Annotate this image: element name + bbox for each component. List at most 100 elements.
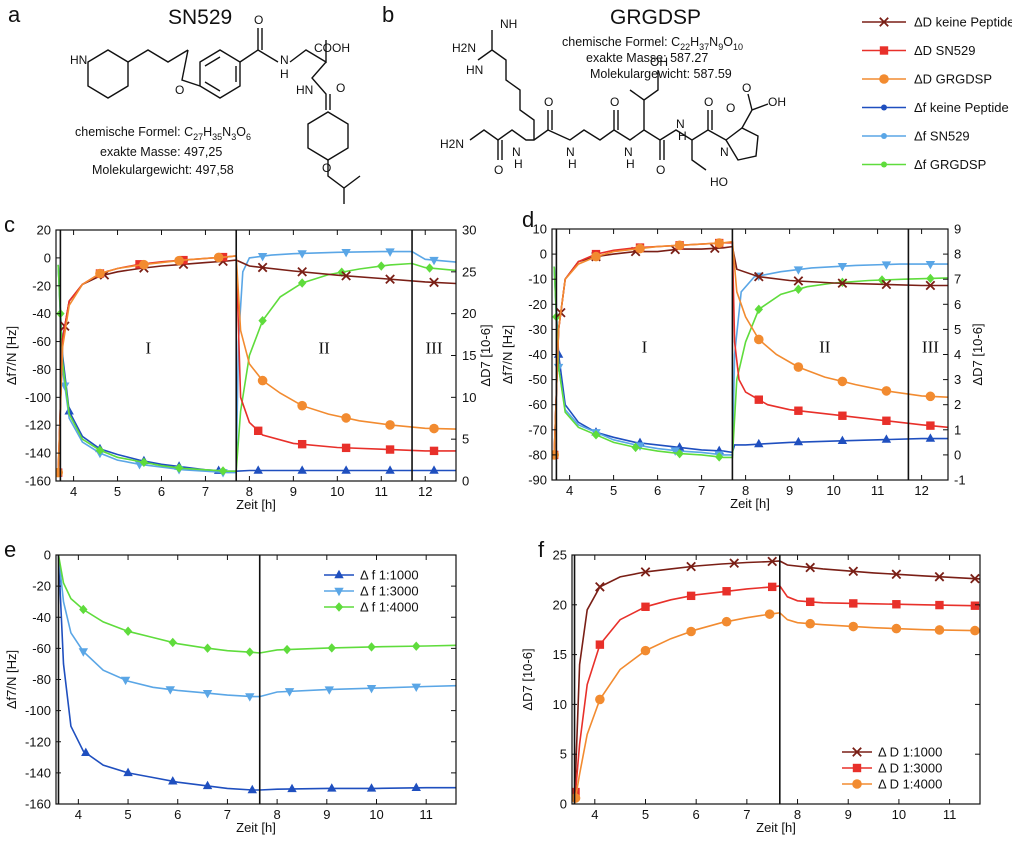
- series-Δ-D-1:4000: [572, 609, 980, 804]
- data-point: [385, 420, 395, 430]
- data-point: [595, 640, 605, 649]
- x-tick-label: 5: [124, 807, 131, 822]
- legend-marker: [852, 763, 862, 773]
- legend-marker: [879, 74, 889, 84]
- x-tick-label: 12: [418, 484, 432, 499]
- y2-tick-label: 3: [954, 372, 961, 387]
- y-tick-label: 15: [553, 647, 567, 662]
- data-point: [297, 278, 307, 288]
- x-tick-label: 9: [845, 807, 852, 822]
- svg-text:O: O: [336, 81, 345, 95]
- data-point: [793, 276, 804, 286]
- x-tick-label: 11: [871, 483, 885, 498]
- legend-marker: [879, 46, 889, 55]
- sn529-structure: [87, 28, 361, 204]
- x-tick-label: 7: [743, 807, 750, 822]
- y-tick-label: -60: [528, 397, 547, 412]
- grgdsp-mol-weight: Molekulargewicht: 587.59: [590, 67, 732, 81]
- compound-name-grgdsp: GRGDSP: [610, 6, 701, 29]
- data-point: [385, 445, 395, 454]
- legend-marker: [879, 17, 889, 27]
- y-tick-label: 5: [560, 747, 567, 762]
- y-tick-label: -60: [32, 334, 51, 349]
- series-line: [573, 585, 980, 804]
- data-point: [640, 645, 651, 656]
- svg-text:H: H: [514, 157, 523, 171]
- y2-tick-label: 10: [462, 390, 476, 405]
- data-point: [367, 642, 376, 652]
- series-line: [553, 266, 948, 459]
- data-point: [635, 243, 645, 254]
- y-tick-label: -20: [528, 297, 547, 312]
- y-tick-label: -120: [25, 734, 51, 749]
- data-point: [838, 411, 847, 420]
- data-point: [123, 767, 133, 777]
- y2-tick-label: 25: [462, 264, 476, 279]
- data-point: [297, 465, 307, 474]
- data-point: [926, 273, 935, 284]
- data-point: [881, 261, 892, 270]
- region-label: I: [642, 338, 648, 357]
- data-point: [935, 600, 944, 610]
- x-tick-label: 11: [419, 807, 433, 822]
- data-point: [686, 626, 696, 637]
- data-point: [174, 255, 184, 266]
- region-label: II: [318, 339, 330, 358]
- x-tick-label: 5: [642, 807, 649, 822]
- y2-tick-label: 0: [954, 447, 961, 462]
- series-line: [573, 560, 980, 804]
- series-line: [57, 255, 456, 473]
- data-point: [891, 569, 902, 580]
- data-point: [925, 280, 936, 291]
- legend-label: Δf SN529: [914, 129, 970, 144]
- data-point: [806, 597, 815, 607]
- series-line: [573, 611, 980, 804]
- x-tick-label: 4: [591, 807, 598, 822]
- y-tick-label: -120: [25, 418, 51, 433]
- chart-panel-f: f 4 5 6 7 8 9 10 11 0 5 10 15 20 25 Zeit [h] ΔD7 [10-6] Δ…: [520, 537, 981, 835]
- series-line: [57, 555, 456, 791]
- legend-marker: [852, 747, 862, 757]
- svg-text:H: H: [568, 157, 577, 171]
- data-point: [794, 406, 803, 415]
- series-ΔD-SN529: [56, 252, 456, 477]
- x-tick-label: 8: [274, 807, 281, 822]
- series-line: [57, 250, 456, 474]
- series-Δ-D-1:3000: [572, 582, 980, 804]
- data-point: [60, 382, 70, 391]
- y-tick-label: -80: [528, 447, 547, 462]
- data-point: [753, 271, 764, 282]
- data-point: [253, 426, 263, 435]
- ethyl-chain: [127, 49, 189, 63]
- data-point: [631, 442, 640, 453]
- x-tick-label: 12: [914, 483, 928, 498]
- y2-tick-label: 6: [954, 297, 961, 312]
- series-Δ-f-1:1000: [57, 555, 456, 794]
- y2-tick-label: 0: [462, 474, 469, 489]
- y-tick-label: 10: [553, 697, 567, 712]
- grgdsp-formula: chemische Formel: C22H37N9O10: [562, 35, 743, 52]
- y-tick-label: -40: [32, 610, 51, 625]
- y-axis-label: Δf7/N [Hz]: [500, 325, 515, 384]
- series-Δf-SN529: [57, 248, 456, 478]
- data-point: [258, 315, 267, 326]
- data-point: [341, 413, 351, 423]
- svg-text:O: O: [254, 13, 263, 27]
- data-point: [341, 248, 351, 258]
- panel-letter-f: f: [538, 537, 545, 562]
- data-point: [721, 616, 732, 627]
- data-point: [377, 261, 386, 271]
- data-point: [805, 562, 816, 573]
- x-tick-label: 6: [654, 483, 661, 498]
- data-point: [925, 391, 936, 402]
- data-point: [366, 783, 377, 792]
- data-point: [881, 279, 892, 290]
- legend-item: Δ f 1:4000: [324, 600, 419, 615]
- y2-tick-label: 2: [954, 397, 961, 412]
- svg-text:HO: HO: [710, 175, 728, 189]
- data-point: [882, 416, 891, 425]
